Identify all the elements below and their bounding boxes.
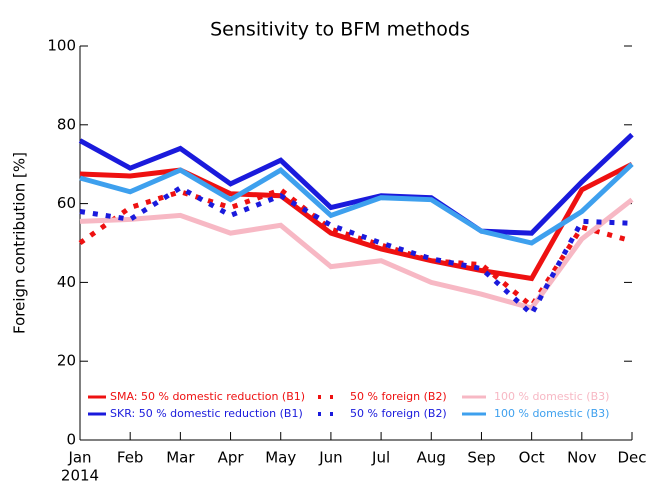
x-sublabel: 2014	[61, 467, 99, 484]
chart-title: Sensitivity to BFM methods	[210, 19, 470, 41]
series-line	[79, 184, 633, 318]
series-line	[79, 162, 634, 246]
legend-label: 50 % foreign (B2)	[350, 407, 447, 420]
x-tick-label: May	[265, 449, 296, 467]
x-tick-label: Nov	[567, 449, 596, 467]
x-tick-label: Sep	[467, 449, 495, 467]
x-tick-label: Oct	[519, 449, 545, 467]
legend-label: 100 % domestic (B3)	[494, 407, 609, 420]
x-tick-label: Apr	[218, 449, 245, 467]
y-tick-label: 60	[57, 194, 76, 212]
x-tick-label: Jul	[371, 449, 390, 467]
x-tick-label: Feb	[117, 449, 144, 467]
x-tick-label: Jun	[318, 449, 342, 467]
y-tick-label: 20	[57, 352, 76, 370]
series-line	[78, 132, 634, 236]
y-axis-label: Foreign contribution [%]	[11, 152, 29, 334]
series-line	[78, 186, 633, 310]
y-tick-label: 40	[57, 273, 76, 291]
x-tick-label: Mar	[166, 449, 195, 467]
legend-label: SKR: 50 % domestic reduction (B1)	[110, 407, 303, 420]
y-tick-label: 80	[57, 115, 76, 133]
y-tick-label: 100	[47, 37, 76, 55]
legend-label: 50 % foreign (B2)	[350, 390, 447, 403]
x-tick-label: Dec	[617, 449, 646, 467]
y-tick-label: 0	[66, 431, 76, 449]
x-tick-label: Jan	[67, 449, 91, 467]
x-tick-label: Aug	[417, 449, 446, 467]
legend-label: SMA: 50 % domestic reduction (B1)	[110, 390, 305, 403]
legend-label: 100 % domestic (B3)	[494, 390, 609, 403]
